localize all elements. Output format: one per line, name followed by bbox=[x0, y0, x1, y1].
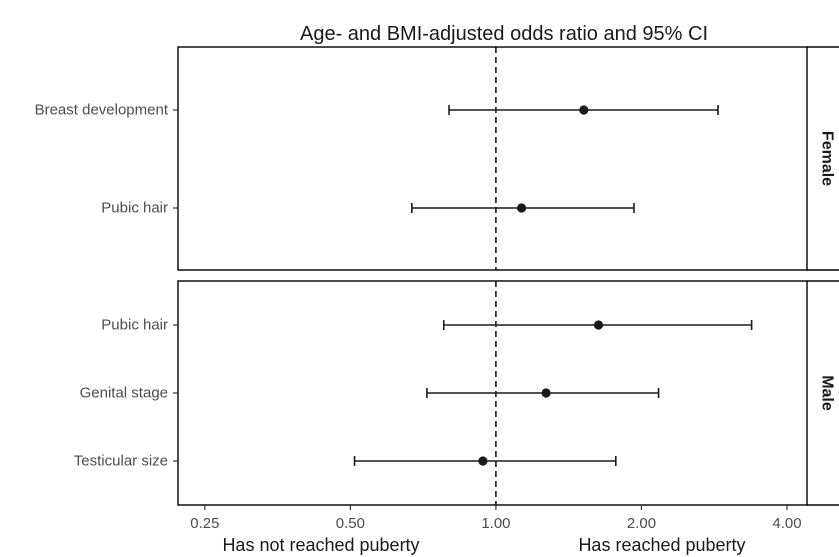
y-tick-label: Pubic hair bbox=[101, 317, 168, 334]
panels-layer: Female Breast development Pubic hair Male Pu… bbox=[35, 46, 839, 506]
odds-ratio-point bbox=[541, 388, 551, 398]
x-tick-label: 2.00 bbox=[627, 515, 656, 532]
panel-female: Female Breast development Pubic hair bbox=[35, 46, 839, 271]
direction-label-right: Has reached puberty bbox=[578, 535, 745, 555]
x-axis: 0.25 0.50 1.00 2.00 4.00 bbox=[190, 505, 802, 532]
strip-label: Male bbox=[819, 375, 836, 411]
direction-label-left: Has not reached puberty bbox=[222, 535, 419, 555]
y-tick-label: Breast development bbox=[35, 102, 169, 119]
x-tick-label: 1.00 bbox=[481, 515, 510, 532]
x-tick-label: 4.00 bbox=[772, 515, 801, 532]
x-tick-label: 0.25 bbox=[190, 515, 219, 532]
odds-ratio-point bbox=[516, 203, 527, 213]
y-tick-label: Testicular size bbox=[74, 453, 168, 470]
x-tick-label: 0.50 bbox=[336, 515, 365, 532]
panel-frame bbox=[177, 46, 808, 271]
odds-ratio-point bbox=[478, 456, 488, 466]
chart-title: Age- and BMI-adjusted odds ratio and 95%… bbox=[300, 23, 708, 45]
y-tick-label: Pubic hair bbox=[101, 200, 168, 217]
panel-male: Male Pubic hair Genital stage Testicular si… bbox=[74, 280, 839, 506]
y-tick-label: Genital stage bbox=[80, 385, 168, 402]
strip-label: Female bbox=[819, 131, 836, 186]
odds-ratio-point bbox=[593, 320, 604, 330]
odds-ratio-point bbox=[579, 105, 589, 115]
